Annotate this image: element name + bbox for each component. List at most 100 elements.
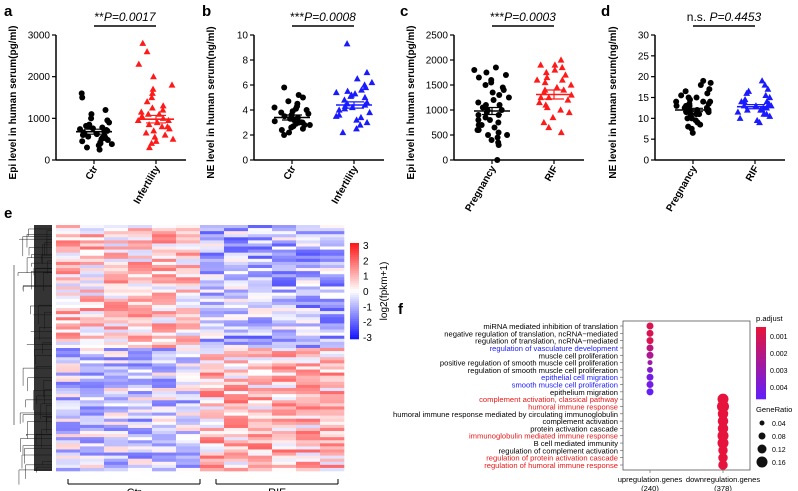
heatmap-cell xyxy=(200,240,225,244)
data-point xyxy=(86,121,93,128)
heatmap-cell xyxy=(296,341,321,346)
heatmap-cell xyxy=(152,360,177,364)
data-point xyxy=(543,73,551,81)
heatmap-cell xyxy=(56,240,81,244)
heatmap-cell xyxy=(296,286,321,290)
heatmap-cell xyxy=(176,295,201,300)
heatmap-cell xyxy=(296,378,321,383)
legend-tick-label: -3 xyxy=(363,333,372,344)
heatmap-cell xyxy=(104,225,129,229)
heatmap-cell xyxy=(80,255,105,260)
heatmap-cell xyxy=(320,412,345,416)
heatmap-cell xyxy=(152,397,177,401)
heatmap-cell xyxy=(200,394,225,398)
heatmap-cell xyxy=(272,437,297,441)
heatmap-cell xyxy=(104,258,129,263)
legend-gradient-step xyxy=(350,253,359,256)
heatmap-cell xyxy=(80,424,105,429)
heatmap-cell xyxy=(200,372,225,376)
data-point xyxy=(696,111,703,118)
heatmap-cell xyxy=(224,415,249,420)
heatmap-cell xyxy=(104,277,129,281)
legend-gradient-step xyxy=(350,285,359,288)
heatmap-cell xyxy=(200,344,225,349)
heatmap-cell xyxy=(104,387,129,392)
heatmap-cell xyxy=(224,424,249,429)
data-point xyxy=(486,117,493,123)
heatmap-cell xyxy=(128,348,153,352)
heatmap-cell xyxy=(152,304,177,309)
heatmap-cell xyxy=(176,378,201,383)
heatmap-cell xyxy=(56,323,81,327)
heatmap-cell xyxy=(200,357,225,361)
legend-gradient-step xyxy=(350,329,359,332)
heatmap-cell xyxy=(176,271,201,275)
heatmap-cell xyxy=(128,255,153,260)
heatmap-cell xyxy=(248,412,273,416)
heatmap-cell xyxy=(296,424,321,429)
data-point xyxy=(499,84,506,91)
heatmap-cell xyxy=(296,400,321,404)
heatmap-cell xyxy=(152,234,177,238)
heatmap-cell xyxy=(176,234,201,238)
heatmap-cell xyxy=(80,317,105,321)
heatmap-cell xyxy=(272,455,297,459)
heatmap-cell xyxy=(152,458,177,463)
heatmap-cell xyxy=(224,261,249,266)
heatmap-cell xyxy=(224,464,249,469)
heatmap-cell xyxy=(56,415,81,420)
heatmap-cell xyxy=(152,384,177,389)
go-term-label: regulation of smooth muscle cell prolife… xyxy=(468,366,618,375)
heatmap-cell xyxy=(104,381,129,386)
data-point xyxy=(540,118,548,126)
heatmap-cell xyxy=(200,446,225,450)
heatmap-cell xyxy=(104,283,129,287)
heatmap-cell xyxy=(176,304,201,309)
padj-gradient-step xyxy=(756,351,766,354)
heatmap-cell xyxy=(152,326,177,330)
ratio-legend-title: GeneRatio xyxy=(756,405,792,414)
heatmap-cell xyxy=(296,461,321,466)
legend-gradient-step xyxy=(350,317,359,320)
data-point xyxy=(102,107,109,113)
heatmap-cell xyxy=(176,452,201,456)
heatmap-cell xyxy=(56,378,81,383)
heatmap-cell xyxy=(56,387,81,392)
heatmap-cell xyxy=(320,268,345,272)
heatmap-cell xyxy=(128,427,153,432)
heatmap-cell xyxy=(152,351,177,355)
heatmap-cell xyxy=(104,332,129,336)
y-tick-label: 30 xyxy=(638,31,650,42)
heatmap-cell xyxy=(80,363,105,367)
heatmap-cell xyxy=(296,314,321,318)
heatmap-cell xyxy=(176,286,201,290)
heatmap-cell xyxy=(272,400,297,404)
y-tick-label: 15 xyxy=(638,93,650,104)
heatmap-cell xyxy=(248,344,273,349)
heatmap-cell xyxy=(128,363,153,367)
heatmap-cell xyxy=(128,403,153,407)
heatmap-cell xyxy=(128,375,153,380)
heatmap-cell xyxy=(80,261,105,266)
heatmap-cell xyxy=(80,354,105,358)
padj-gradient-step xyxy=(756,365,766,368)
data-point xyxy=(286,129,293,136)
heatmap-cell xyxy=(80,409,105,413)
heatmap-cell xyxy=(80,283,105,287)
data-point xyxy=(693,94,700,101)
data-point xyxy=(482,102,489,108)
heatmap-cell xyxy=(320,323,345,327)
heatmap-cell xyxy=(296,225,321,229)
padj-gradient-step xyxy=(756,375,766,378)
heatmap-cell xyxy=(296,351,321,355)
heatmap-cell xyxy=(248,421,273,426)
heatmap-cell xyxy=(200,295,225,300)
heatmap-cell xyxy=(200,458,225,463)
heatmap-cell xyxy=(56,228,81,232)
legend-gradient-step xyxy=(350,305,359,308)
heatmap-cell xyxy=(320,261,345,266)
heatmap-cell xyxy=(272,461,297,466)
legend-gradient-step xyxy=(350,327,359,330)
heatmap-cell xyxy=(176,391,201,395)
heatmap-cell xyxy=(104,437,129,441)
